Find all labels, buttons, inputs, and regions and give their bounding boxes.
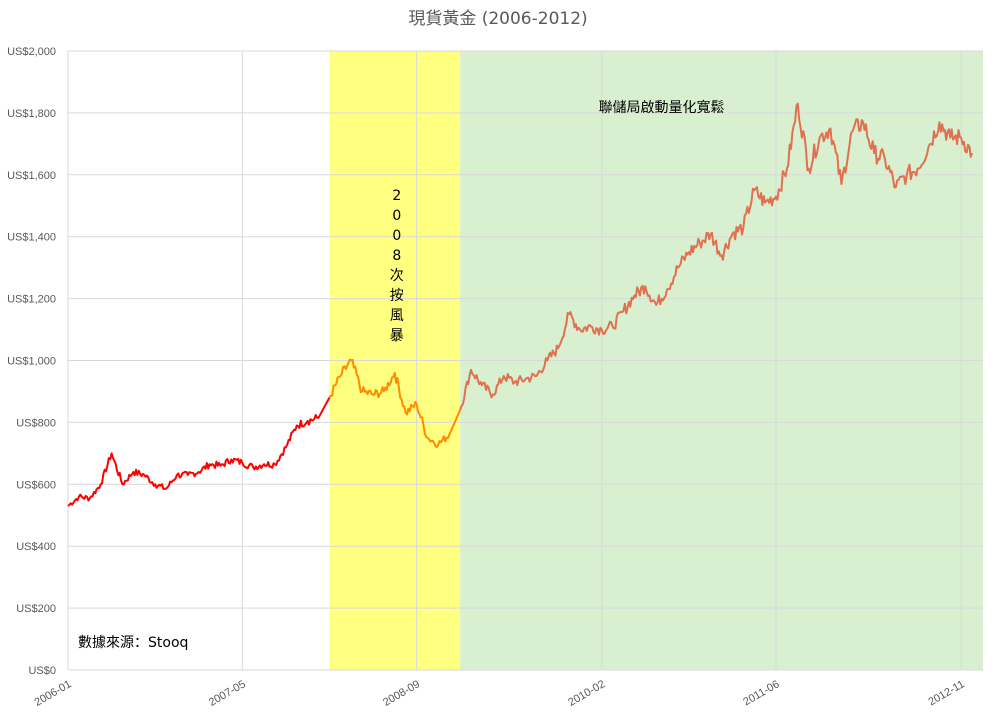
- y-tick-label: US$1,600: [7, 170, 56, 182]
- y-tick-label: US$600: [16, 479, 56, 491]
- price-series-2: [459, 102, 974, 411]
- source-note: 數據來源：Stooq: [78, 635, 188, 651]
- y-tick-label: US$1,400: [7, 232, 56, 244]
- y-tick-label: US$1,200: [7, 294, 56, 306]
- x-tick-label: 2008-09: [381, 678, 422, 709]
- y-tick-label: US$1,800: [7, 108, 56, 120]
- price-series-0: [67, 397, 331, 507]
- chart-title: 現貨黃金 (2006-2012): [408, 9, 587, 29]
- x-tick-label: 2012-11: [926, 678, 966, 708]
- y-axis: US$0 US$200 US$400 US$600 US$800 US$1,000 US$1…: [7, 46, 56, 677]
- x-tick-label: 2010-02: [566, 678, 607, 709]
- gridlines: [67, 50, 983, 671]
- y-tick-label: US$200: [16, 603, 56, 615]
- price-lines: [67, 102, 974, 507]
- y-tick-label: US$1,000: [7, 356, 56, 368]
- y-tick-label: US$400: [16, 541, 56, 553]
- x-tick-label: 2007-05: [207, 678, 248, 709]
- annotations: 2 0 0 8 次按風暴 聯儲局啟動量化寬鬆: [390, 99, 725, 344]
- band-label-1: 聯儲局啟動量化寬鬆: [599, 99, 725, 116]
- x-tick-label: 2011-06: [741, 678, 781, 708]
- price-series-1: [328, 358, 462, 448]
- y-tick-label: US$2,000: [7, 46, 56, 58]
- band-label-0: 2 0 0 8 次按風暴: [390, 188, 404, 344]
- x-tick-label: 2006-01: [33, 678, 74, 709]
- y-tick-label: US$0: [28, 665, 56, 677]
- y-tick-label: US$800: [16, 417, 56, 429]
- x-axis: 2006-01 2007-05 2008-09 2010-02 2011-06 2012-…: [33, 678, 967, 709]
